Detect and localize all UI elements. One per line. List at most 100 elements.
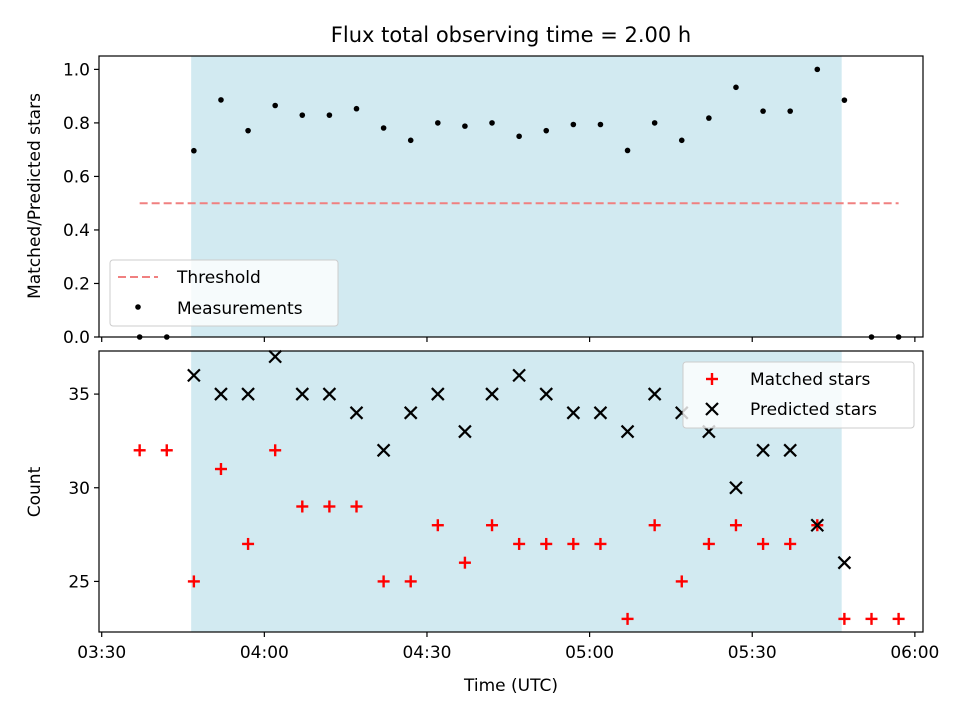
measurement-point (245, 127, 251, 134)
legend-threshold-label: Threshold (176, 268, 261, 288)
x-stroke-b (349, 406, 364, 420)
predicted-star-point (837, 555, 852, 570)
y-tick-label: 0.0 (63, 328, 90, 348)
x-tick-label: 04:00 (240, 643, 289, 663)
x-stroke-b (431, 387, 445, 401)
x-stroke-b (539, 387, 554, 401)
measurement-point (380, 125, 387, 131)
predicted-star-point (593, 406, 608, 420)
measurement-point (353, 105, 360, 112)
measurement-point (435, 120, 441, 126)
top-y-axis-label: Matched/Predicted stars (25, 93, 45, 299)
x-stroke-b (485, 387, 499, 401)
bottom-panel: 25 30 35 03:30 04:00 04:30 05:00 05:30 06:00 Ti… (25, 349, 939, 696)
y-tick-label: 1.0 (63, 60, 90, 80)
x-stroke-b (512, 368, 526, 383)
matched-star-point (621, 612, 634, 625)
matched-star-point (594, 537, 607, 550)
matched-star-point (486, 519, 499, 532)
predicted-star-point (566, 406, 581, 420)
measurement-point (543, 127, 550, 134)
predicted-star-point (458, 424, 472, 439)
y-tick-label: 0.8 (63, 114, 90, 134)
measurement-point (570, 121, 577, 128)
matched-star-point (513, 537, 526, 550)
measurement-point (733, 84, 739, 91)
predicted-star-point (783, 443, 797, 458)
y-tick-label: 0.2 (63, 274, 90, 294)
matched-star-point (214, 463, 227, 476)
predicted-star-point (647, 387, 662, 401)
x-stroke-b (268, 349, 282, 364)
matched-star-point (892, 612, 905, 625)
measurement-point (651, 120, 658, 126)
x-stroke-b (241, 387, 255, 401)
bottom-legend-box (682, 361, 915, 429)
matched-star-point (296, 500, 309, 513)
matched-star-point (404, 575, 417, 588)
x-tick-label: 06:00 (890, 643, 939, 663)
bottom-y-ticks: 25 30 35 (68, 385, 99, 592)
x-stroke-b (620, 424, 635, 439)
x-stroke-b (566, 406, 581, 420)
measurement-point (678, 137, 685, 144)
matched-star-point (323, 500, 336, 513)
measurement-point (597, 121, 604, 128)
x-stroke-b (729, 480, 743, 495)
predicted-star-point (349, 406, 364, 420)
chart-title: Flux total observing time = 2.00 h (331, 23, 691, 47)
bottom-legend: Matched stars Predicted stars (682, 361, 915, 429)
legend-predicted-label: Predicted stars (750, 400, 877, 420)
matched-star-point (757, 537, 770, 550)
matched-star-point (729, 519, 742, 532)
x-stroke-b (783, 443, 797, 458)
measurement-point (624, 147, 631, 154)
matched-star-point (242, 537, 255, 550)
x-stroke-b (593, 406, 608, 420)
measurement-point (191, 147, 197, 154)
x-stroke-b (458, 424, 472, 439)
legend-measurements-swatch (135, 304, 141, 310)
bottom-y-axis-label: Count (25, 466, 45, 517)
x-stroke-b (187, 368, 201, 383)
measurement-point (841, 97, 848, 103)
x-stroke-b (214, 387, 228, 401)
measurement-point (760, 108, 766, 114)
matched-star-point (133, 444, 146, 457)
predicted-star-point (431, 387, 445, 401)
y-tick-label: 0.4 (63, 221, 90, 241)
measurement-point (787, 108, 793, 114)
legend-matched-swatch (706, 373, 718, 385)
matched-star-point (838, 612, 851, 625)
top-x-ticks (101, 337, 916, 342)
predicted-star-point (620, 424, 635, 439)
predicted-star-point (485, 387, 499, 401)
legend-matched-label: Matched stars (750, 370, 870, 390)
matched-star-point (784, 537, 797, 550)
measurement-point (326, 112, 333, 118)
matched-star-point (648, 519, 661, 532)
predicted-star-point (756, 443, 770, 458)
predicted-star-point (268, 349, 282, 364)
x-tick-label: 05:00 (565, 643, 614, 663)
matched-star-point (377, 575, 390, 588)
matched-star-point (702, 537, 715, 550)
bottom-axes-frame (98, 350, 924, 633)
y-tick-label: 35 (68, 385, 90, 405)
bottom-x-ticks: 03:30 04:00 04:30 05:00 05:30 06:00 (77, 632, 939, 663)
predicted-star-point (241, 387, 255, 401)
x-stroke-b (403, 406, 418, 420)
predicted-star-point (187, 368, 201, 383)
predicted-star-point (295, 387, 310, 401)
measurement-point (814, 66, 821, 73)
x-stroke-b (295, 387, 310, 401)
x-stroke-b (647, 387, 662, 401)
measurement-point (299, 112, 306, 118)
top-y-ticks: 0.0 0.2 0.4 0.6 0.8 1.0 (63, 60, 99, 348)
matched-star-point (865, 612, 878, 625)
x-tick-label: 03:30 (77, 643, 126, 663)
x-stroke-b (810, 518, 825, 532)
predicted-star-point (403, 406, 418, 420)
matched-star-point (431, 519, 444, 532)
